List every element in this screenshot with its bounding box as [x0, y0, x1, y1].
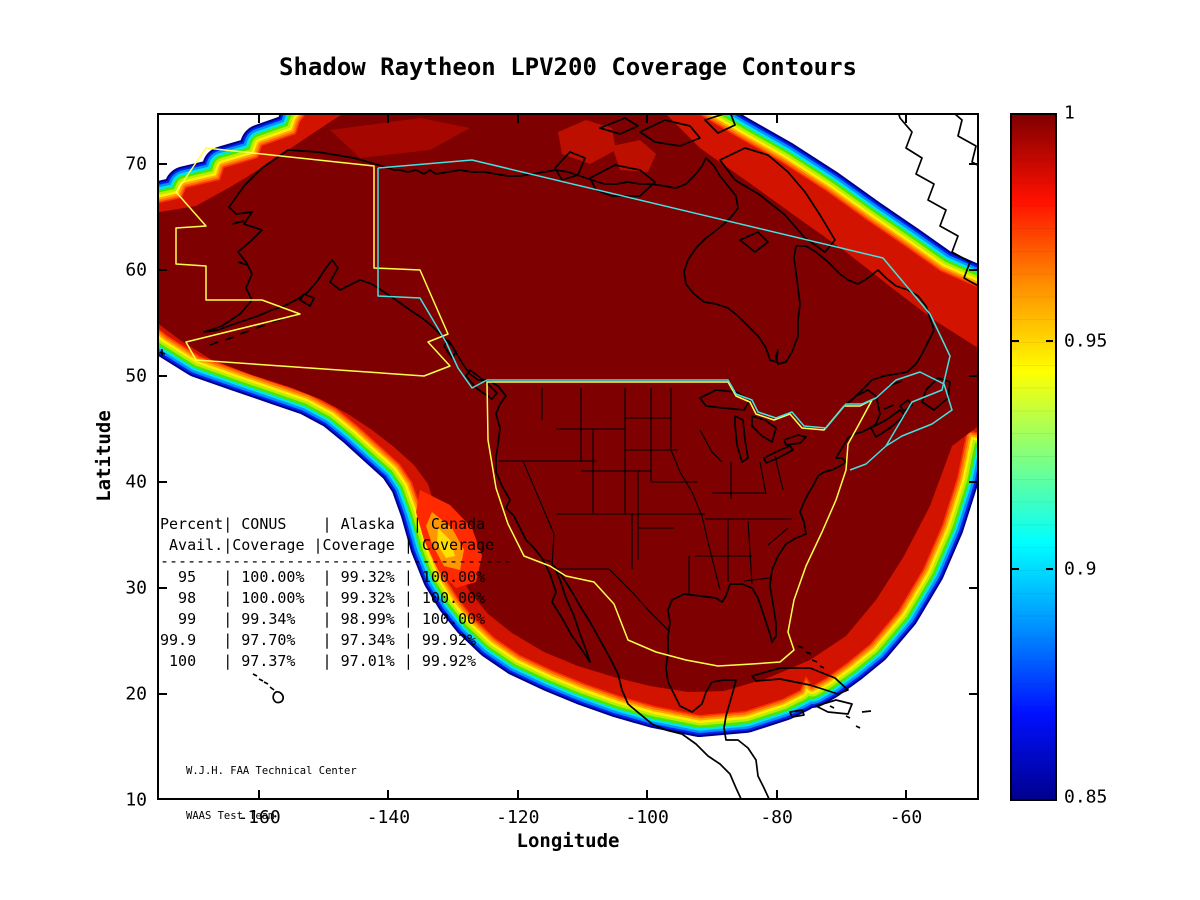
colorbar-tick-mark	[1012, 568, 1019, 570]
table-separator: ---------------------------------------	[160, 552, 513, 570]
map-plot-area	[157, 113, 979, 800]
colorbar-tick-label: 1	[1064, 102, 1075, 124]
y-tick-label: 20	[125, 683, 147, 705]
y-tick-label: 10	[125, 789, 147, 811]
colorbar	[1010, 113, 1057, 801]
weak-spot-contours	[416, 490, 482, 588]
credit-line-2: WAAS Test Team	[186, 810, 275, 822]
table-row: 99 | 99.34% | 98.99% | 100.00%	[160, 610, 486, 628]
table-row: 95 | 100.00% | 99.32% | 100.00%	[160, 568, 486, 586]
coastlines	[159, 113, 979, 800]
x-tick-label: -100	[625, 807, 669, 828]
conus-service-outline	[486, 381, 873, 667]
table-row: Avail.|Coverage |Coverage | Coverage	[160, 536, 495, 554]
table-row: 100 | 97.37% | 97.01% | 99.92%	[160, 652, 477, 670]
colorbar-tick-mark	[1046, 568, 1053, 570]
colorbar-tick-label: 0.95	[1064, 330, 1108, 352]
colorbar-tick-label: 0.85	[1064, 786, 1108, 808]
x-tick-label: -140	[366, 807, 411, 828]
coverage-map-svg	[157, 113, 979, 800]
title-line-1: Shadow Raytheon LPV200 Coverage Contours	[279, 53, 857, 81]
x-axis-label: Longitude	[516, 830, 620, 852]
service-area-outlines	[175, 147, 953, 667]
alaska-service-outline	[175, 147, 451, 377]
axis-box	[157, 113, 979, 800]
contour-core	[157, 113, 979, 692]
state-borders	[499, 388, 792, 631]
y-tick-label: 30	[125, 577, 147, 599]
credit-line-1: W.J.H. FAA Technical Center	[186, 765, 357, 777]
table-row: 98 | 100.00% | 99.32% | 100.00%	[160, 589, 486, 607]
colorbar-tick-mark	[1012, 340, 1019, 342]
y-tick-label: 50	[125, 365, 147, 387]
table-row: 99.9 | 97.70% | 97.34% | 99.92%	[160, 631, 477, 649]
x-tick-label: -60	[889, 807, 923, 828]
y-tick-label: 40	[125, 471, 147, 493]
availability-table: Percent| CONUS | Alaska | Canada Avail.|…	[160, 514, 512, 672]
x-tick-label: -120	[496, 807, 540, 828]
y-tick-label: 60	[125, 259, 147, 281]
x-tick-label: -80	[760, 807, 793, 828]
canada-service-outline-north	[377, 159, 951, 471]
credit-text: W.J.H. FAA Technical Center WAAS Test Te…	[186, 734, 357, 854]
colorbar-tick-mark	[1046, 340, 1053, 342]
table-row: Percent| CONUS | Alaska | Canada	[160, 515, 486, 533]
x-tick-label: -160	[237, 807, 281, 828]
canada-service-outline-south	[377, 168, 953, 447]
y-tick-label: 70	[125, 153, 147, 175]
colorbar-tick-label: 0.9	[1064, 558, 1097, 580]
